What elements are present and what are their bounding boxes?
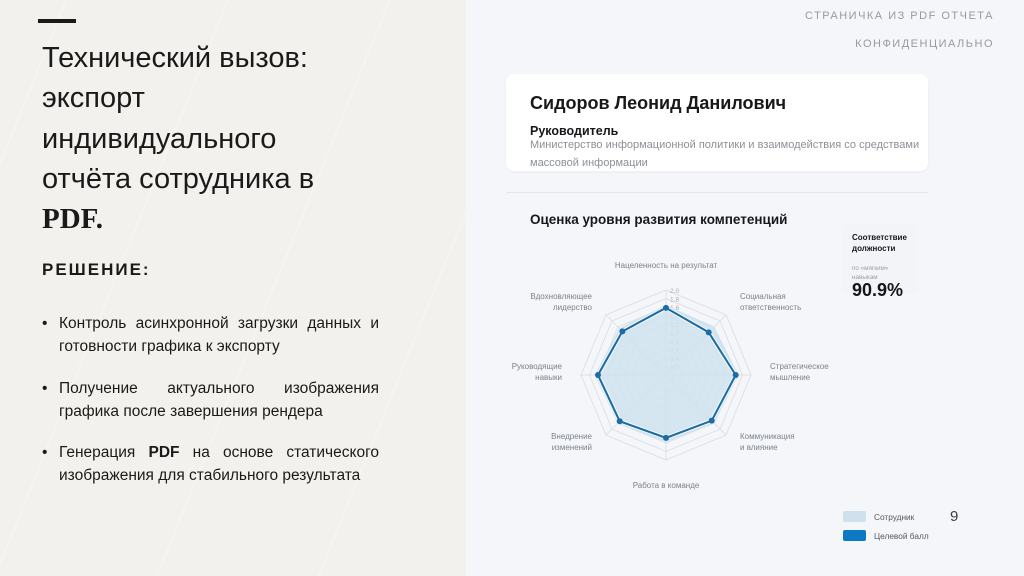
svg-text:Нацеленность на результат: Нацеленность на результат: [615, 261, 718, 270]
svg-text:2.0: 2.0: [670, 288, 679, 295]
svg-text:Работа в команде: Работа в команде: [633, 481, 700, 490]
svg-text:навыки: навыки: [535, 373, 562, 382]
svg-text:и влияние: и влияние: [740, 443, 778, 452]
svg-text:Внедрение: Внедрение: [551, 432, 592, 441]
svg-text:Социальная: Социальная: [740, 292, 786, 301]
svg-text:ответственность: ответственность: [740, 303, 801, 312]
svg-text:изменений: изменений: [552, 443, 592, 452]
svg-text:Руководящие: Руководящие: [512, 362, 563, 371]
svg-text:Стратегическое: Стратегическое: [770, 362, 829, 371]
svg-text:Коммуникация: Коммуникация: [740, 432, 795, 441]
svg-text:1.8: 1.8: [670, 296, 679, 303]
svg-text:мышление: мышление: [770, 373, 811, 382]
svg-text:лидерство: лидерство: [553, 303, 593, 312]
svg-text:Вдохновляющее: Вдохновляющее: [530, 292, 592, 301]
